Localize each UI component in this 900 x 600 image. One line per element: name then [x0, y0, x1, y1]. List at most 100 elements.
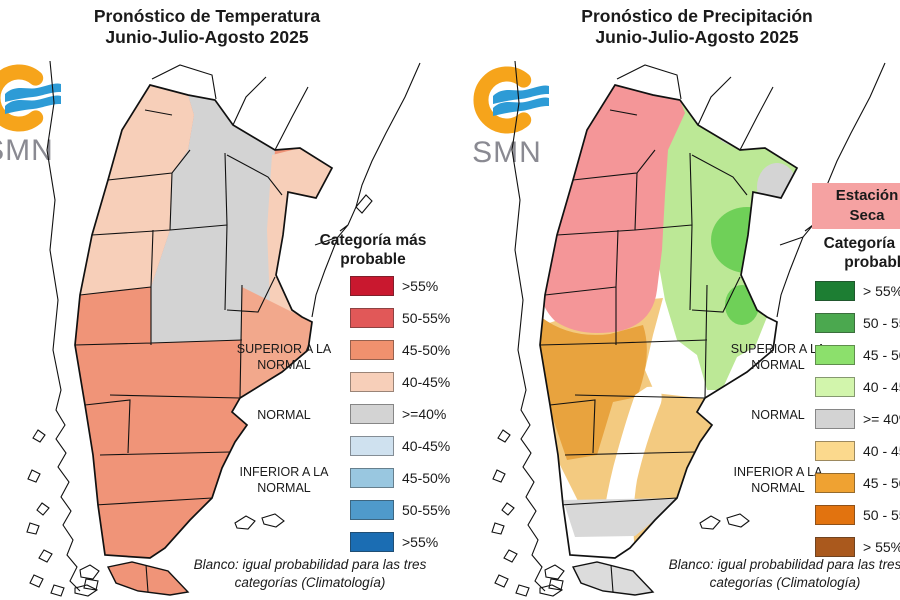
group-label-inferior: INFERIOR A LA NORMAL	[733, 465, 823, 495]
legend-swatch	[350, 532, 394, 552]
dry-season-line2: Seca	[849, 207, 885, 224]
temperature-regions	[80, 85, 332, 398]
legend-label: >55%	[402, 278, 439, 294]
legend-title-line2: probable	[844, 254, 900, 271]
legend-label: 45-50%	[402, 470, 451, 486]
legend-entry: >55%	[350, 532, 438, 552]
footnote-line2: categorías (Climatología)	[709, 575, 861, 590]
legend-swatch	[350, 276, 394, 296]
group-label-normal: NORMAL	[751, 408, 805, 422]
legend-swatch	[815, 441, 855, 461]
legend-swatch	[350, 468, 394, 488]
smn-logo-ring	[473, 66, 532, 134]
legend-swatch	[815, 505, 855, 525]
legend-entry: 45 - 50%	[815, 473, 900, 493]
legend-entry: 40-45%	[350, 372, 450, 392]
legend-label: 50-55%	[402, 502, 451, 518]
legend-label: 40 - 45%	[863, 379, 900, 395]
legend-label: >= 40%	[863, 411, 900, 427]
legend-title: Categoría más probable	[802, 234, 900, 272]
legend-label: 40 - 45%	[863, 443, 900, 459]
region-cuyo-orange-45-50	[540, 317, 647, 460]
legend-title-line1: Categoría más	[823, 235, 900, 252]
legend-swatch	[815, 345, 855, 365]
legend-label: >=40%	[402, 406, 447, 422]
legend-label: 50 - 55%	[863, 507, 900, 523]
region-northeast-40-45	[267, 148, 332, 327]
legend-label: > 55%	[863, 539, 900, 555]
legend-swatch	[350, 340, 394, 360]
legend-entry: >= 40%	[815, 409, 900, 429]
group-label-inferior: INFERIOR A LA NORMAL	[239, 465, 329, 495]
legend-swatch	[815, 473, 855, 493]
title-line2: Junio-Julio-Agosto 2025	[105, 27, 309, 47]
group-label-normal: NORMAL	[257, 408, 311, 422]
legend-title-line1: Categoría más	[319, 232, 427, 249]
legend-title-line2: probable	[340, 251, 406, 268]
legend-entry: >55%	[350, 276, 438, 296]
legend-label: 45-50%	[402, 342, 451, 358]
legend-entry: 40 - 45%	[815, 377, 900, 397]
region-ne-gray-patch-2	[757, 163, 797, 211]
footnote-line2: categorías (Climatología)	[234, 575, 386, 590]
legend-label: >55%	[402, 534, 439, 550]
temperature-map	[26, 60, 421, 597]
legend-entry: 45 - 50%	[815, 345, 900, 365]
footnote-line1: Blanco: igual probabilidad para las tres	[193, 557, 427, 572]
legend-entry: 40-45%	[350, 436, 450, 456]
legend-entry: 50 - 55%	[815, 505, 900, 525]
region-dry-season-pink	[541, 85, 685, 334]
legend-label: 45 - 50%	[863, 347, 900, 363]
group-label-superior: SUPERIOR A LA NORMAL	[730, 342, 826, 372]
precipitation-regions	[540, 85, 797, 553]
legend-swatch	[815, 377, 855, 397]
temperature-title: Pronóstico de Temperatura Junio-Julio-Ag…	[0, 6, 432, 48]
legend-label: 40-45%	[402, 374, 451, 390]
legend-swatch	[815, 281, 855, 301]
title-line1: Pronóstico de Temperatura	[93, 6, 321, 26]
title-line1: Pronóstico de Precipitación	[581, 6, 813, 26]
legend-entry: 50 - 55%	[815, 313, 900, 333]
dry-season-badge: Estación Seca	[812, 183, 900, 229]
legend-swatch	[350, 372, 394, 392]
footnote-line1: Blanco: igual probabilidad para las tres	[668, 557, 900, 572]
footnote: Blanco: igual probabilidad para las tres…	[120, 556, 500, 592]
region-ne-gray-patch-1	[717, 119, 769, 147]
smn-logo-wave-2	[5, 95, 61, 114]
precipitation-map	[491, 60, 886, 597]
smn-logo-text: SMN	[473, 136, 542, 169]
smn-logo-ring	[0, 64, 44, 132]
group-label-superior: SUPERIOR A LA NORMAL	[236, 342, 332, 372]
legend-entry: 45-50%	[350, 340, 450, 360]
precipitation-panel: Pronóstico de Precipitación Junio-Julio-…	[450, 0, 900, 600]
legend-entry: 40 - 45%	[815, 441, 900, 461]
smn-logo-wave-1	[5, 83, 61, 102]
legend-label: 50 - 55%	[863, 315, 900, 331]
legend-label: 45 - 50%	[863, 475, 900, 491]
smn-logo: SMN	[0, 64, 61, 167]
legend-swatch	[350, 436, 394, 456]
legend-swatch	[350, 404, 394, 424]
footnote: Blanco: igual probabilidad para las tres…	[655, 556, 900, 592]
legend-entry: > 55%	[815, 537, 900, 557]
legend-swatch	[815, 409, 855, 429]
legend-swatch	[815, 537, 855, 557]
legend-swatch	[350, 500, 394, 520]
smn-logo-wave-2	[493, 97, 549, 116]
precipitation-title: Pronóstico de Precipitación Junio-Julio-…	[472, 6, 900, 48]
legend-entry: > 55%	[815, 281, 900, 301]
smn-logo: SMN	[473, 66, 549, 169]
legend-entry: 50-55%	[350, 308, 450, 328]
region-buenos-aires	[240, 287, 312, 398]
dry-season-line1: Estación	[835, 187, 899, 204]
title-line2: Junio-Julio-Agosto 2025	[595, 27, 799, 47]
region-center-climatology-40	[151, 95, 288, 343]
smn-logo-wave-1	[493, 85, 549, 104]
legend-swatch	[350, 308, 394, 328]
legend-entry: 50-55%	[350, 500, 450, 520]
legend-label: > 55%	[863, 283, 900, 299]
legend-entry: >=40%	[350, 404, 446, 424]
legend-entry: 45-50%	[350, 468, 450, 488]
temperature-panel: Pronóstico de Temperatura Junio-Julio-Ag…	[0, 6, 450, 597]
